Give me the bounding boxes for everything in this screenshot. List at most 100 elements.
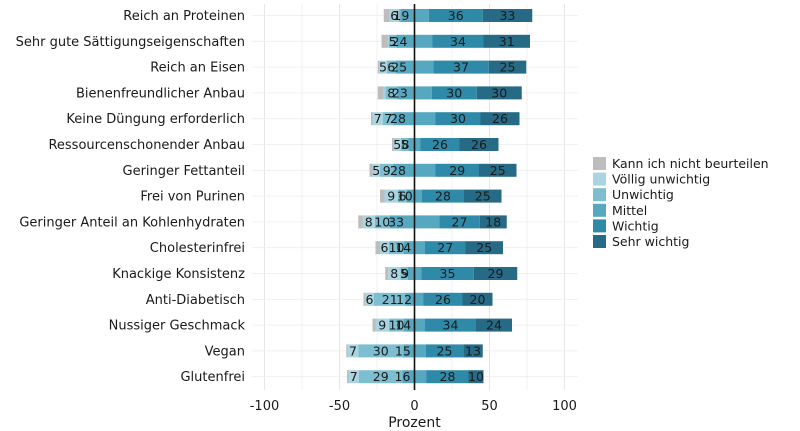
- segment-value-label: 26: [432, 137, 448, 152]
- segment-value-label: 25: [476, 240, 492, 255]
- x-axis-ticks: -100 -50 0 50 100: [250, 399, 577, 414]
- segment-value-label: 29: [373, 369, 389, 384]
- bar-segment: [383, 9, 390, 22]
- bar-segment: [388, 267, 401, 280]
- segment-value-label: 35: [440, 266, 456, 281]
- bar-segment: [389, 241, 404, 255]
- bar-segment: [425, 241, 466, 255]
- bar-segment: [375, 241, 380, 255]
- x-axis-title: Prozent: [388, 415, 441, 431]
- bar-segment: [435, 163, 479, 177]
- x-tick-label: 100: [552, 399, 577, 414]
- bar-segment: [377, 86, 384, 100]
- segment-value-label: 26: [435, 292, 451, 307]
- bar-segment: [476, 86, 522, 100]
- legend-swatch: [593, 172, 606, 186]
- bar-segment: [381, 34, 388, 48]
- bar-segment: [380, 241, 389, 255]
- bar-segment: [369, 163, 373, 177]
- segment-value-label: 25: [500, 60, 516, 75]
- segment-value-label: 12: [396, 292, 412, 307]
- segment-value-label: 33: [388, 214, 404, 229]
- segment-value-label: 25: [437, 343, 453, 358]
- segment-value-label: 18: [485, 214, 501, 229]
- legend-label: Unwichtig: [612, 187, 674, 202]
- x-tick-label: -50: [329, 399, 350, 414]
- segment-value-label: 21: [382, 292, 398, 307]
- segment-value-label: 7: [349, 343, 357, 358]
- bar-segment: [380, 189, 385, 203]
- segment-value-label: 30: [446, 85, 462, 100]
- segment-value-label: 27: [437, 240, 453, 255]
- segment-value-label: 15: [395, 343, 411, 358]
- category-label: Nussiger Geschmack: [109, 319, 246, 334]
- segment-value-label: 26: [492, 111, 508, 126]
- bar-segment: [372, 163, 380, 177]
- bar-segment: [393, 138, 401, 151]
- bar-segment: [363, 292, 365, 306]
- legend-swatch: [593, 188, 606, 202]
- segment-value-label: 28: [390, 111, 406, 126]
- bar-segment: [379, 60, 387, 74]
- segment-value-label: 20: [470, 292, 486, 307]
- bar-segment: [465, 241, 503, 255]
- segment-value-label: 33: [500, 8, 516, 23]
- category-label: Glutenfrei: [180, 370, 245, 385]
- legend-swatch: [593, 235, 606, 248]
- category-label: Geringer Anteil an Kohlenhydraten: [19, 215, 245, 230]
- bar-segment: [380, 163, 394, 177]
- category-label: Cholesterinfrei: [150, 241, 245, 256]
- segment-value-label: 8: [387, 85, 395, 100]
- bar-segment: [432, 34, 484, 48]
- segment-value-label: 10: [397, 189, 413, 204]
- bar-segment: [389, 9, 399, 22]
- segment-value-label: 5: [372, 163, 380, 178]
- bar-segment: [435, 112, 481, 126]
- bar-segment: [372, 112, 383, 126]
- legend-label: Sehr wichtig: [612, 234, 689, 249]
- bar-segment: [398, 9, 401, 22]
- segment-value-label: 31: [499, 34, 515, 49]
- segment-value-label: 5: [389, 34, 397, 49]
- bar-segment: [488, 60, 527, 74]
- bar-segment: [463, 344, 483, 358]
- segment-value-label: 34: [450, 34, 466, 49]
- bar-segment: [347, 370, 349, 384]
- segment-value-label: 9: [378, 318, 386, 333]
- bar-segment: [359, 370, 403, 384]
- bar-segment: [389, 34, 397, 48]
- bar-segment: [426, 370, 469, 384]
- legend-swatch: [593, 203, 606, 217]
- bar-segment: [400, 267, 408, 280]
- category-label: Reich an Eisen: [150, 61, 245, 76]
- bar-segment: [459, 138, 499, 151]
- bar-segment: [346, 344, 348, 358]
- segment-value-label: 28: [440, 369, 456, 384]
- segment-value-label: 10: [389, 240, 405, 255]
- segment-value-label: 5: [400, 266, 408, 281]
- bar-segment: [387, 34, 389, 48]
- category-label: Anti-Diabetisch: [146, 293, 245, 308]
- bar-segment: [401, 138, 409, 151]
- bar-segment: [358, 215, 363, 229]
- bar-segment: [374, 292, 406, 306]
- segment-value-label: 19: [393, 8, 409, 23]
- segment-value-label: 25: [475, 189, 491, 204]
- legend-swatch: [593, 157, 606, 170]
- category-label: Knackige Konsistenz: [112, 267, 245, 282]
- legend-label: Wichtig: [612, 218, 659, 233]
- bar-segment: [371, 112, 373, 126]
- legend-label: Mittel: [612, 203, 647, 218]
- bar-segment: [473, 267, 518, 280]
- segment-value-label: 13: [465, 343, 481, 358]
- bar-segment: [479, 163, 517, 177]
- segment-value-label: 7: [350, 369, 358, 384]
- segment-value-label: 25: [490, 163, 506, 178]
- bar-segment: [374, 215, 390, 229]
- segment-value-label: 30: [491, 85, 507, 100]
- segment-value-label: 14: [395, 240, 411, 255]
- bar-segment: [422, 189, 464, 203]
- segment-value-label: 27: [452, 214, 468, 229]
